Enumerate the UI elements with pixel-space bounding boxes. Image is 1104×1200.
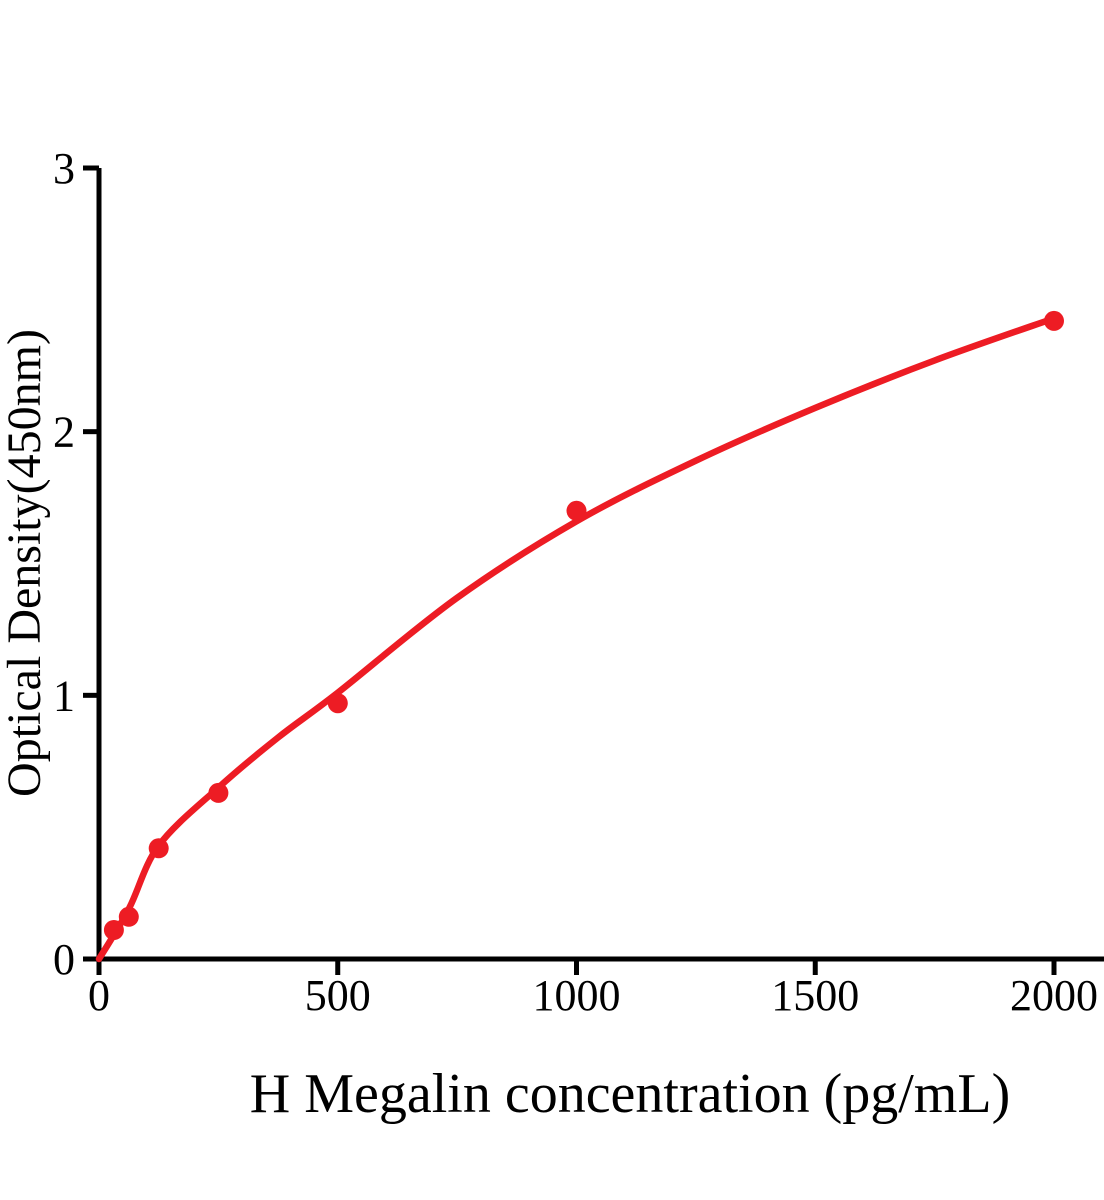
standard-curve-line	[95, 315, 1058, 963]
data-point-250	[208, 782, 229, 803]
x-tick-label-2000: 2000	[1010, 971, 1098, 1020]
data-points	[103, 310, 1064, 940]
x-tick-label-0: 0	[88, 971, 110, 1020]
data-point-2000	[1044, 310, 1064, 331]
data-point-62.5	[118, 906, 139, 927]
tick-labels: 0 500 1000 1500 2000 0 1 2 3	[53, 144, 1098, 1020]
y-tick-label-0: 0	[53, 935, 75, 984]
y-axis-title: Optical Density(450nm)	[0, 329, 51, 797]
x-tick-label-1500: 1500	[771, 971, 859, 1020]
y-tick-label-3: 3	[53, 144, 75, 193]
y-tick-label-1: 1	[53, 671, 75, 720]
data-point-125	[148, 838, 169, 859]
x-tick-label-500: 500	[305, 971, 371, 1020]
data-point-31.25	[103, 920, 124, 940]
fit-curve	[95, 315, 1058, 963]
axes	[96, 168, 1104, 962]
data-point-500	[327, 693, 348, 714]
y-tick-label-2: 2	[53, 408, 75, 457]
data-point-1000	[566, 500, 587, 521]
axis-ticks	[83, 165, 1057, 975]
x-axis-title: H Megalin concentration (pg/mL)	[250, 1063, 1010, 1125]
x-tick-label-1000: 1000	[533, 971, 621, 1020]
